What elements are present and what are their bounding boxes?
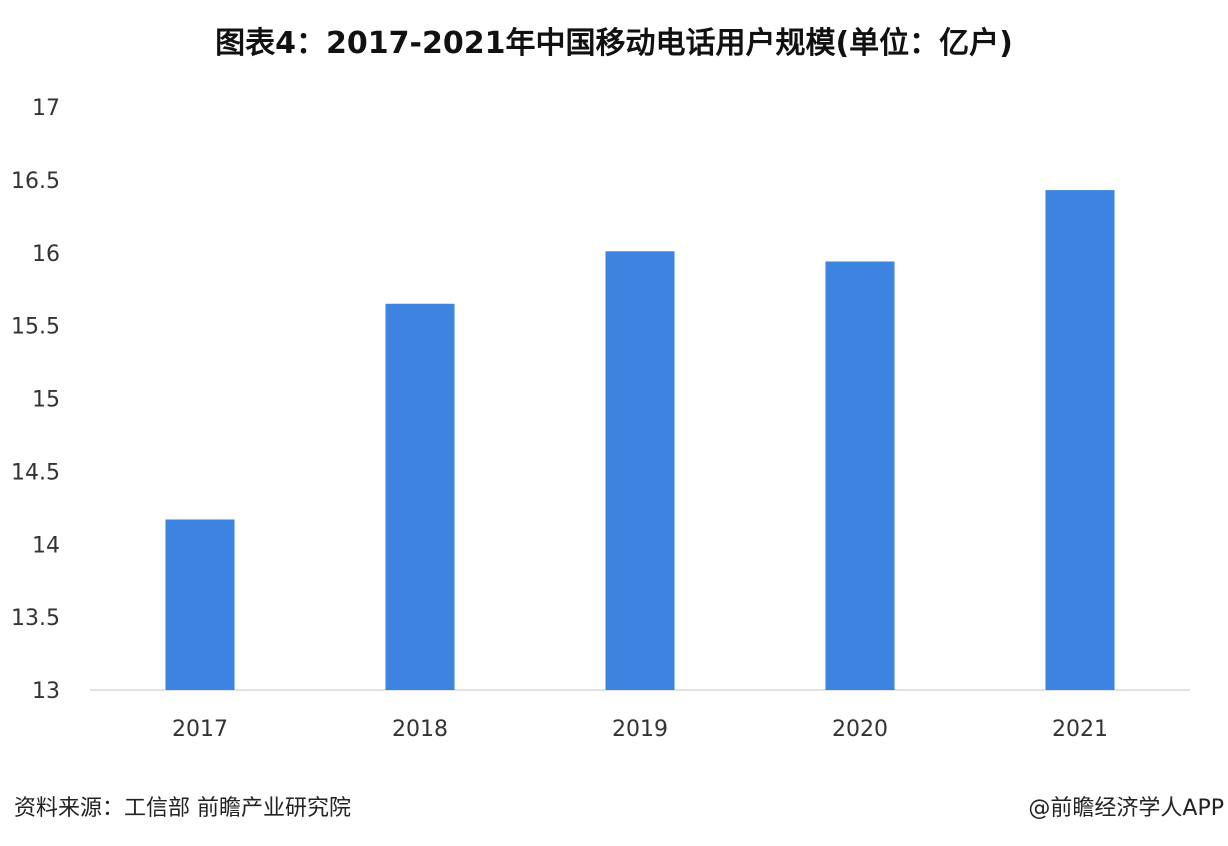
- credit-note: @前瞻经济学人APP: [1028, 796, 1224, 821]
- y-tick-label: 13: [32, 679, 60, 704]
- bar-2020: [825, 261, 895, 690]
- y-axis-ticks: 13 13.5 14 14.5 15 15.5 16 16.5 17: [11, 96, 60, 704]
- x-axis-labels: 2017 2018 2019 2020 2021: [172, 717, 1108, 742]
- bar-2017: [165, 519, 235, 690]
- y-tick-label: 16.5: [11, 169, 60, 194]
- source-note: 资料来源：工信部 前瞻产业研究院: [14, 796, 351, 821]
- x-tick-label: 2021: [1052, 717, 1108, 742]
- y-tick-label: 15: [32, 388, 60, 413]
- y-tick-label: 15.5: [11, 315, 60, 340]
- y-tick-label: 14.5: [11, 460, 60, 485]
- bar-2021: [1045, 190, 1115, 690]
- y-tick-label: 16: [32, 242, 60, 267]
- x-tick-label: 2020: [832, 717, 888, 742]
- bar-2018: [385, 303, 455, 690]
- y-tick-label: 17: [32, 96, 60, 121]
- x-tick-label: 2019: [612, 717, 668, 742]
- x-tick-label: 2018: [392, 717, 448, 742]
- y-tick-label: 13.5: [11, 606, 60, 631]
- x-tick-label: 2017: [172, 717, 228, 742]
- y-tick-label: 14: [32, 533, 60, 558]
- bar-2019: [605, 251, 675, 691]
- bars-group: [165, 190, 1115, 691]
- chart-title: 图表4：2017-2021年中国移动电话用户规模(单位：亿户): [215, 26, 1013, 61]
